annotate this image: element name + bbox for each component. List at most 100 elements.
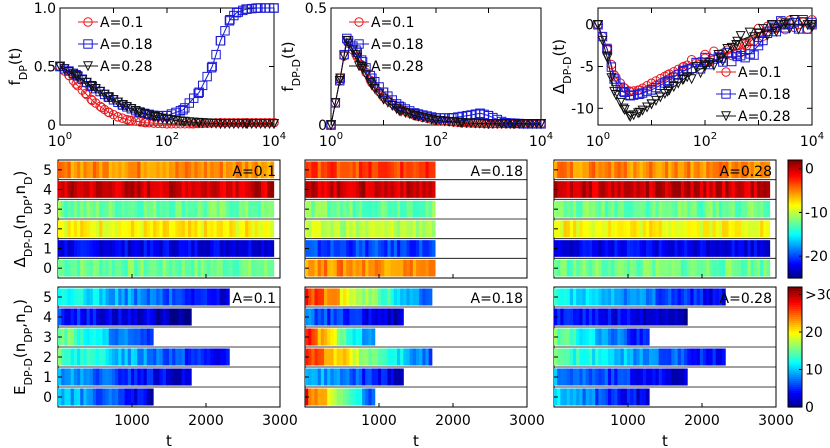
x-tick-label: 100: [319, 131, 343, 150]
heatmap-cell: [655, 368, 660, 386]
heatmap-cell: [181, 220, 186, 238]
colorbar-segment: [788, 195, 802, 198]
heatmap-cell: [753, 181, 758, 198]
data-point: [762, 30, 773, 41]
heatmap-cell: [614, 161, 618, 179]
heatmap-cell: [633, 200, 637, 218]
x-tick-label: 1000: [610, 413, 646, 429]
data-point: [80, 88, 91, 99]
heatmap-cell: [371, 288, 376, 306]
heatmap-cell: [614, 220, 618, 238]
heatmap-cell: [238, 259, 243, 277]
colorbar-segment: [788, 375, 802, 378]
heatmap-cell: [330, 240, 335, 257]
heatmap-cell: [169, 259, 173, 277]
heatmap-cell: [191, 200, 195, 218]
heatmap-cell: [105, 161, 110, 179]
heatmap-cell: [639, 259, 644, 277]
data-point: [269, 3, 279, 13]
heatmap-cell: [684, 368, 688, 386]
heatmap-cell: [61, 161, 65, 179]
heatmap-cell: [241, 181, 246, 198]
heatmap-cell: [563, 259, 568, 277]
heatmap-cell: [387, 288, 392, 306]
heatmap-cell: [86, 388, 91, 406]
heatmap-cell: [343, 240, 347, 257]
heatmap-cell: [108, 259, 113, 277]
heatmap-cell: [566, 240, 571, 257]
heatmap-cell: [579, 220, 584, 238]
heatmap-cell: [747, 220, 752, 238]
heatmap-cell: [592, 161, 596, 179]
heatmap-cell: [146, 288, 151, 306]
heatmap-cell: [569, 328, 574, 346]
heatmap-cell: [431, 240, 436, 257]
heatmap-cell: [172, 161, 176, 179]
heatmap-cell: [709, 288, 714, 306]
heatmap-cell: [352, 308, 357, 326]
heatmap-cell: [709, 220, 714, 238]
heatmap-cell: [400, 288, 404, 306]
heatmap-cell: [693, 348, 698, 366]
heatmap-cell: [576, 200, 580, 218]
heatmap-cell: [573, 181, 577, 198]
heatmap-cell: [115, 328, 119, 346]
heatmap-cell: [105, 328, 110, 346]
heatmap-cell: [674, 161, 679, 179]
heatmap-cell: [582, 348, 587, 366]
heatmap-cell: [569, 181, 574, 198]
colorbar-segment: [788, 329, 802, 332]
data-point: [178, 105, 188, 115]
data-point: [642, 102, 653, 113]
heatmap-cell: [355, 259, 360, 277]
heatmap-cell: [105, 200, 110, 218]
heatmap-cell: [61, 200, 65, 218]
heatmap-cell: [73, 200, 78, 218]
heatmap-cell: [362, 259, 366, 277]
heatmap-cell: [200, 348, 205, 366]
heatmap-cell: [96, 328, 100, 346]
colorbar-segment: [788, 335, 802, 338]
heatmap-cell: [70, 348, 75, 366]
heatmap-cell: [121, 348, 126, 366]
heatmap-cell: [358, 220, 363, 238]
heatmap-cell: [652, 181, 656, 198]
heatmap-cell: [585, 288, 590, 306]
heatmap-cell: [639, 388, 644, 406]
heatmap-cell: [92, 200, 97, 218]
heatmap-cell: [763, 200, 767, 218]
heatmap-cell: [747, 200, 752, 218]
heatmap-cell: [579, 328, 584, 346]
heatmap-cell: [86, 200, 91, 218]
heatmap-cell: [393, 181, 398, 198]
heatmap-cell: [687, 220, 691, 238]
heatmap-cell: [633, 161, 637, 179]
heatmap-cell: [156, 259, 160, 277]
heatmap-cell: [203, 161, 208, 179]
heatmap-cell: [92, 161, 97, 179]
heatmap-cell: [159, 308, 164, 326]
heatmap-cell: [617, 161, 622, 179]
heatmap-cell: [760, 200, 764, 218]
heatmap-cell: [693, 240, 698, 257]
heatmap-cell: [96, 220, 100, 238]
heatmap-cell: [333, 161, 338, 179]
heatmap-cell: [362, 368, 366, 386]
heatmap-cell: [245, 240, 249, 257]
heatmap-cell: [308, 259, 312, 277]
y-tick-label: 4: [43, 310, 52, 326]
y-tick-label: 3: [43, 330, 52, 346]
data-point: [668, 82, 679, 93]
heatmap-cell: [756, 220, 761, 238]
legend-marker: [721, 67, 731, 77]
heatmap-cell: [102, 259, 107, 277]
heatmap-cell: [188, 200, 192, 218]
data-point: [231, 7, 242, 18]
heatmap-cell: [330, 368, 335, 386]
heatmap-cell: [317, 328, 322, 346]
heatmap-cell: [222, 161, 227, 179]
heatmap-cell: [709, 181, 714, 198]
heatmap-cell: [346, 200, 350, 218]
heatmap-cell: [728, 161, 733, 179]
heatmap-cell: [576, 368, 580, 386]
